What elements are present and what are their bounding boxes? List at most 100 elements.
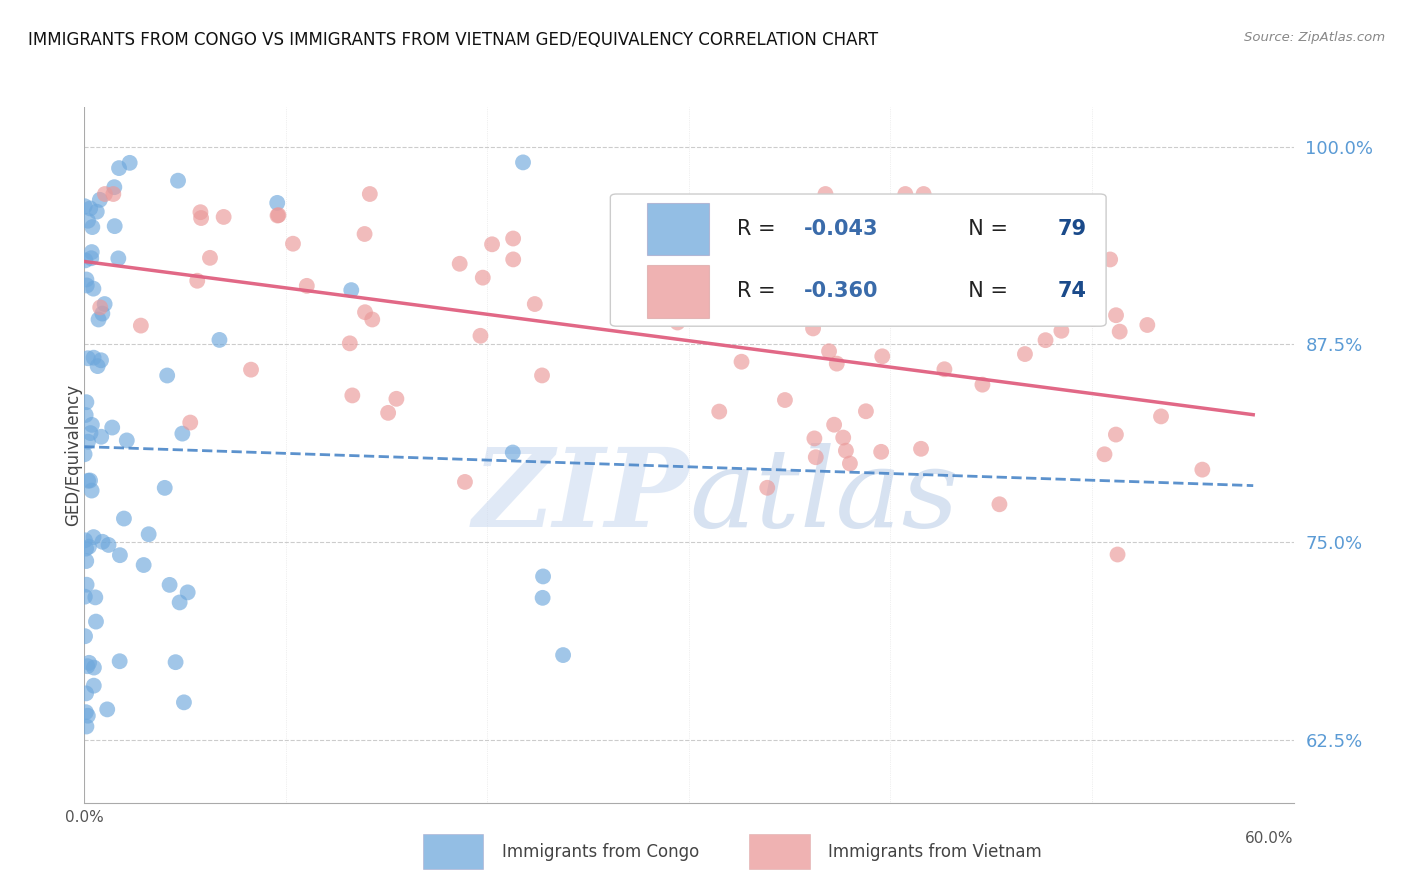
Point (179, 416, 201, 430)
Point (531, 368, 554, 383)
Point (1050, 324, 1073, 338)
Point (1094, 447, 1116, 461)
Point (76, 659, 98, 673)
Point (1035, 333, 1057, 347)
Point (173, 695, 195, 709)
Point (83, 351, 105, 365)
Text: R =: R = (737, 219, 783, 239)
Point (295, 278, 318, 293)
Point (502, 231, 524, 245)
Point (471, 270, 494, 285)
Point (801, 321, 824, 335)
Point (1083, 311, 1105, 326)
FancyBboxPatch shape (647, 202, 710, 255)
Text: Immigrants from Congo: Immigrants from Congo (502, 843, 699, 861)
Point (198, 251, 221, 265)
Point (870, 445, 893, 459)
Point (129, 318, 152, 333)
Point (79, 202, 101, 216)
Text: -0.360: -0.360 (804, 281, 879, 301)
Point (73, 629, 96, 643)
Text: -0.043: -0.043 (804, 219, 879, 239)
Point (108, 654, 131, 668)
Point (709, 404, 731, 418)
FancyBboxPatch shape (647, 265, 710, 318)
Text: Immigrants from Vietnam: Immigrants from Vietnam (828, 843, 1042, 861)
Point (1099, 252, 1122, 267)
Point (281, 236, 304, 251)
Text: 74: 74 (1057, 281, 1087, 301)
Point (103, 186, 125, 201)
Point (855, 404, 877, 418)
Point (512, 155, 534, 169)
Point (910, 442, 932, 456)
FancyBboxPatch shape (749, 834, 810, 869)
Point (208, 333, 231, 347)
Point (93, 297, 115, 311)
Point (75, 705, 97, 719)
Point (83, 530, 105, 544)
Point (176, 585, 198, 599)
Point (108, 548, 131, 562)
Point (359, 186, 381, 201)
Point (172, 426, 194, 441)
Point (94, 186, 117, 201)
Point (481, 237, 503, 252)
FancyBboxPatch shape (423, 834, 484, 869)
Point (470, 328, 492, 343)
Point (82, 282, 104, 296)
Point (502, 252, 524, 267)
Text: ZIP: ZIP (472, 443, 689, 550)
Point (523, 297, 546, 311)
Point (91, 534, 114, 549)
Point (361, 312, 384, 326)
Point (138, 527, 160, 541)
Point (655, 252, 678, 267)
Point (838, 457, 860, 471)
Point (75, 395, 97, 409)
Point (353, 227, 375, 241)
Point (1014, 347, 1036, 361)
Point (86, 204, 108, 219)
Point (96, 702, 118, 716)
Point (89, 301, 111, 315)
Point (73, 199, 96, 213)
Point (108, 161, 131, 175)
Point (686, 293, 709, 307)
Point (77, 474, 100, 488)
Point (190, 205, 212, 219)
Point (894, 186, 917, 201)
Point (77, 540, 100, 554)
FancyBboxPatch shape (610, 194, 1107, 326)
Point (825, 357, 848, 371)
Point (153, 481, 176, 495)
Point (823, 417, 845, 432)
Point (167, 174, 190, 188)
Point (132, 558, 155, 572)
Point (91, 307, 114, 321)
Point (693, 296, 716, 310)
Point (1105, 308, 1128, 322)
Point (75, 272, 97, 286)
Point (814, 186, 837, 201)
Point (165, 655, 187, 669)
Point (1150, 409, 1173, 424)
Point (835, 443, 858, 458)
Point (531, 591, 554, 605)
Point (988, 497, 1011, 511)
Text: 79: 79 (1057, 219, 1087, 239)
Point (77, 434, 100, 449)
Point (267, 208, 290, 222)
Text: N =: N = (955, 219, 1015, 239)
Point (80, 417, 103, 432)
Point (73, 590, 96, 604)
Point (156, 368, 179, 383)
Point (169, 595, 191, 609)
Point (75, 686, 97, 700)
Point (75, 408, 97, 422)
Point (454, 475, 477, 489)
Point (340, 283, 363, 297)
Point (531, 569, 554, 583)
Point (80, 245, 103, 260)
Point (870, 349, 893, 363)
